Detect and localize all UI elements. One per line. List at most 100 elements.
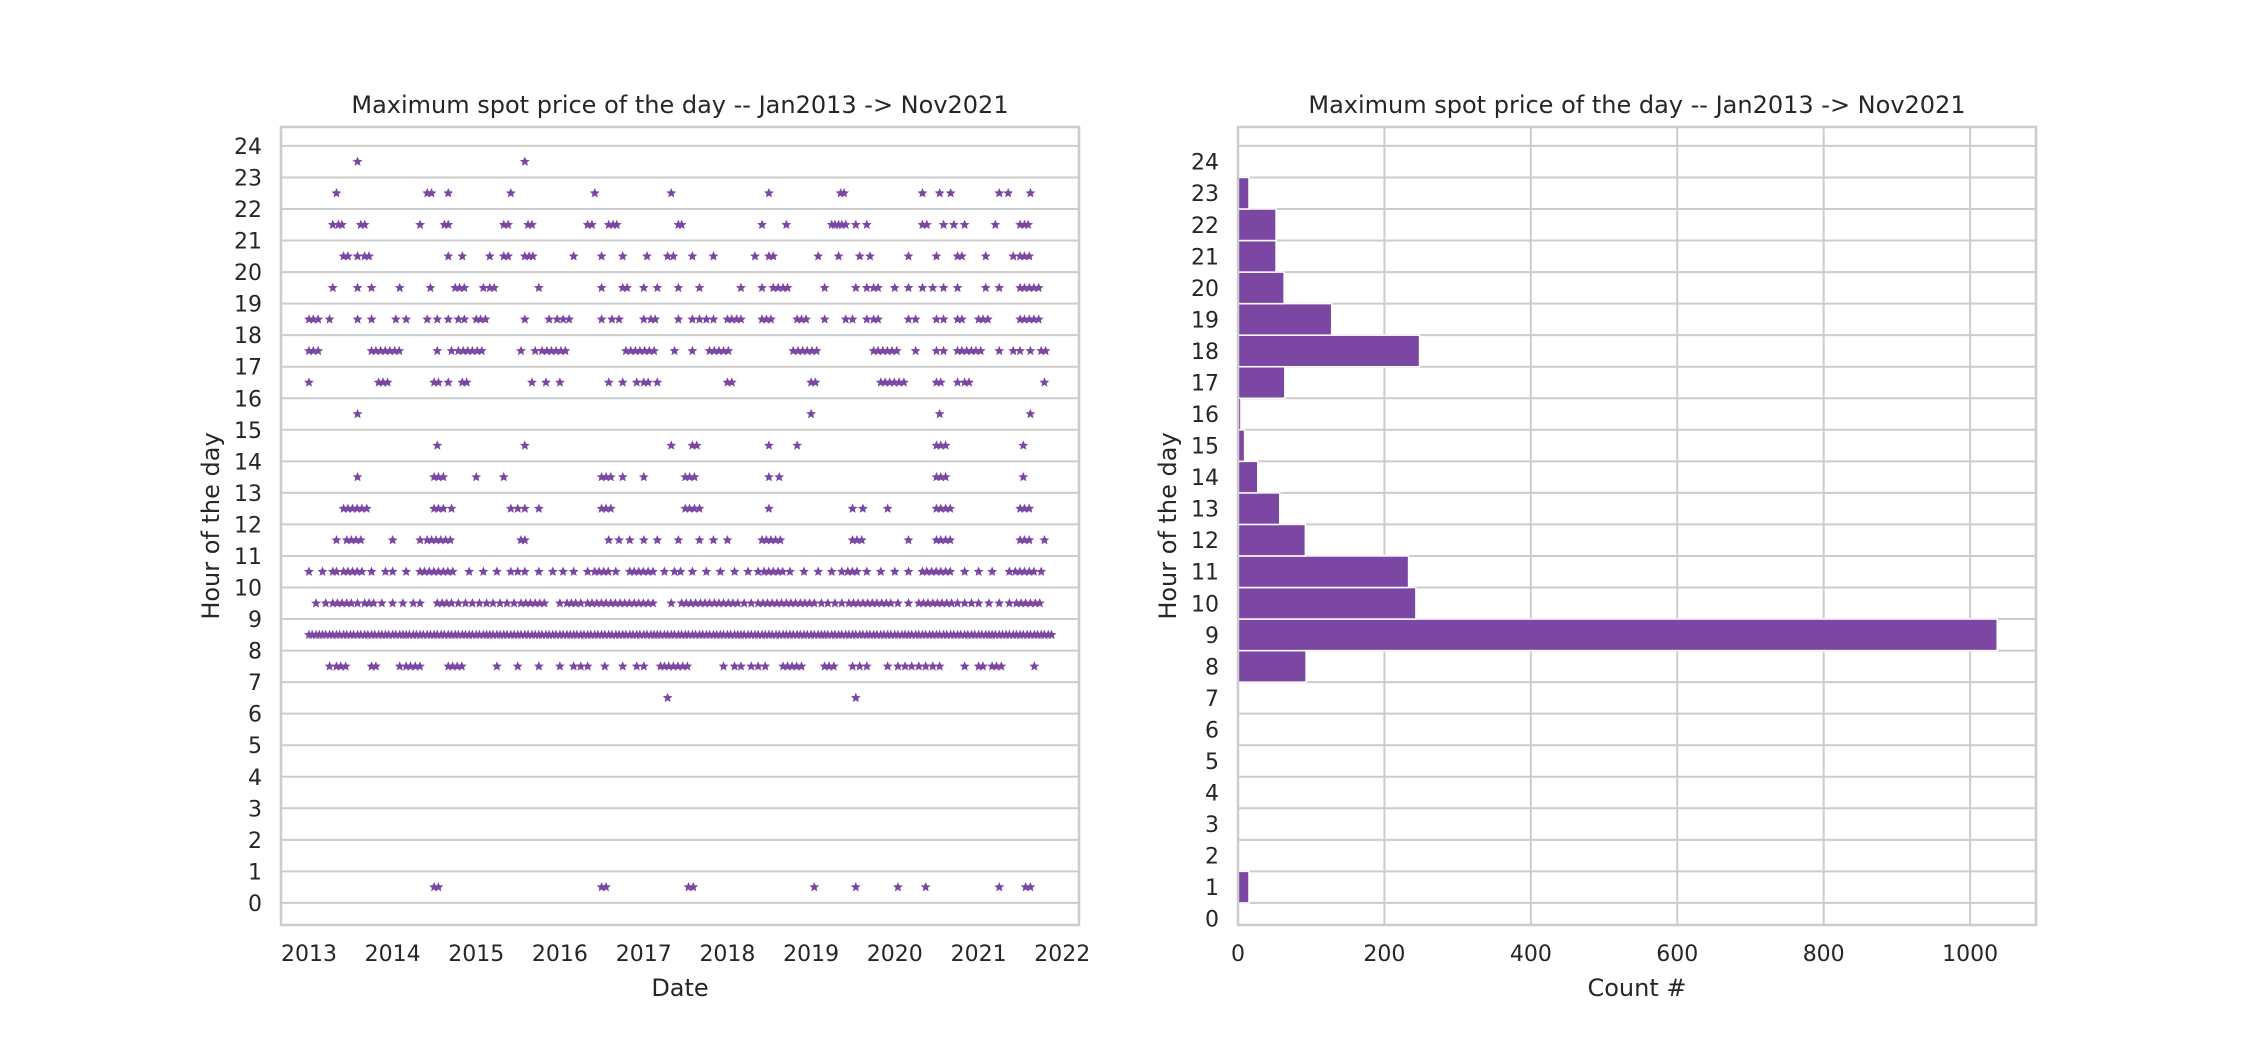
scatter-point bbox=[475, 314, 486, 324]
histogram-bar bbox=[1237, 555, 1410, 589]
scatter-point bbox=[877, 345, 888, 356]
scatter-point bbox=[952, 282, 963, 293]
histogram-title: Maximum spot price of the day -- Jan2013… bbox=[1308, 91, 1965, 119]
scatter-point bbox=[903, 314, 914, 324]
scatter-point bbox=[648, 566, 658, 576]
scatter-point bbox=[331, 566, 342, 576]
scatter-point bbox=[438, 503, 449, 513]
histogram-y-tick-label: 9 bbox=[1205, 624, 1219, 649]
scatter-point bbox=[806, 408, 816, 419]
scatter-point bbox=[959, 566, 970, 576]
scatter-point bbox=[639, 345, 650, 356]
scatter-point bbox=[1046, 629, 1057, 639]
scatter-point bbox=[774, 471, 785, 482]
scatter-point bbox=[1028, 566, 1039, 576]
scatter-point bbox=[570, 598, 581, 608]
histogram-y-tick-label: 11 bbox=[1191, 561, 1219, 586]
scatter-point bbox=[357, 566, 367, 576]
scatter-point bbox=[447, 566, 458, 576]
scatter-y-tick-label: 21 bbox=[234, 230, 262, 255]
scatter-point bbox=[630, 345, 641, 356]
scatter-point bbox=[1025, 629, 1036, 639]
scatter-point bbox=[387, 598, 398, 608]
scatter-point bbox=[603, 566, 614, 576]
scatter-point bbox=[643, 377, 654, 387]
scatter-point bbox=[331, 188, 342, 198]
scatter-point bbox=[631, 377, 642, 387]
scatter-point bbox=[666, 598, 677, 608]
scatter-point bbox=[882, 661, 893, 671]
scatter-point bbox=[811, 345, 822, 356]
scatter-gridlines bbox=[281, 144, 1079, 904]
histogram-bar bbox=[1237, 649, 1307, 683]
scatter-point bbox=[352, 408, 363, 419]
scatter-point bbox=[689, 503, 700, 513]
scatter-point bbox=[408, 598, 419, 608]
scatter-point bbox=[850, 219, 861, 229]
scatter-point bbox=[1024, 535, 1035, 545]
scatter-point bbox=[558, 314, 569, 324]
scatter-point bbox=[873, 314, 883, 324]
scatter-point bbox=[861, 566, 872, 576]
scatter-point bbox=[873, 345, 883, 356]
scatter-point bbox=[920, 882, 931, 892]
scatter-y-tick-label: 13 bbox=[234, 482, 262, 507]
scatter-y-tick-label: 16 bbox=[234, 387, 262, 412]
scatter-point bbox=[1004, 566, 1015, 576]
scatter-point bbox=[945, 566, 956, 576]
scatter-point bbox=[946, 598, 957, 608]
scatter-point bbox=[335, 661, 346, 671]
scatter-point bbox=[471, 471, 482, 482]
scatter-point bbox=[343, 251, 353, 261]
scatter-point bbox=[614, 535, 624, 545]
scatter-point bbox=[414, 661, 425, 671]
scatter-point bbox=[662, 692, 673, 703]
scatter-point bbox=[856, 535, 867, 545]
histogram-x-tick-label: 400 bbox=[1510, 942, 1552, 967]
histogram-bar bbox=[1237, 460, 1259, 494]
scatter-point bbox=[352, 598, 363, 608]
scatter-point bbox=[582, 661, 593, 671]
scatter-point bbox=[422, 314, 433, 324]
scatter-point bbox=[1004, 598, 1015, 608]
scatter-point bbox=[927, 282, 938, 293]
scatter-point bbox=[652, 282, 663, 293]
scatter-point bbox=[934, 188, 945, 198]
scatter-point bbox=[839, 188, 849, 198]
scatter-point bbox=[882, 345, 893, 356]
histogram-x-axis-label: Count # bbox=[1587, 974, 1686, 1002]
scatter-point bbox=[1025, 188, 1036, 198]
scatter-point bbox=[443, 314, 454, 324]
scatter-point bbox=[786, 598, 796, 608]
scatter-point bbox=[836, 598, 847, 608]
scatter-point bbox=[975, 345, 986, 356]
scatter-point bbox=[364, 598, 374, 608]
scatter-point bbox=[996, 661, 1007, 671]
scatter-point bbox=[819, 661, 830, 671]
scatter-point bbox=[816, 598, 827, 608]
scatter-point bbox=[401, 566, 412, 576]
scatter-point bbox=[753, 661, 764, 671]
scatter-point bbox=[1033, 282, 1044, 293]
scatter-x-tick-label: 2021 bbox=[951, 942, 1007, 967]
scatter-point bbox=[655, 661, 666, 671]
scatter-point bbox=[617, 471, 628, 482]
scatter-point bbox=[766, 314, 776, 324]
histogram-y-tick-label: 12 bbox=[1191, 529, 1219, 554]
scatter-point bbox=[675, 566, 686, 576]
scatter-point bbox=[764, 471, 774, 482]
scatter-point bbox=[760, 661, 771, 671]
scatter-point bbox=[390, 629, 401, 639]
scatter-point bbox=[519, 314, 530, 324]
scatter-point bbox=[308, 345, 319, 356]
scatter-point bbox=[1025, 345, 1036, 356]
scatter-y-tick-label: 4 bbox=[248, 766, 262, 791]
scatter-point bbox=[723, 345, 734, 356]
scatter-y-tick-label: 14 bbox=[234, 450, 262, 475]
scatter-point bbox=[880, 377, 891, 387]
scatter-point bbox=[736, 661, 746, 671]
histogram-y-tick-label: 18 bbox=[1191, 340, 1219, 365]
scatter-point bbox=[694, 535, 705, 545]
scatter-point bbox=[736, 314, 746, 324]
scatter-point bbox=[861, 219, 872, 229]
